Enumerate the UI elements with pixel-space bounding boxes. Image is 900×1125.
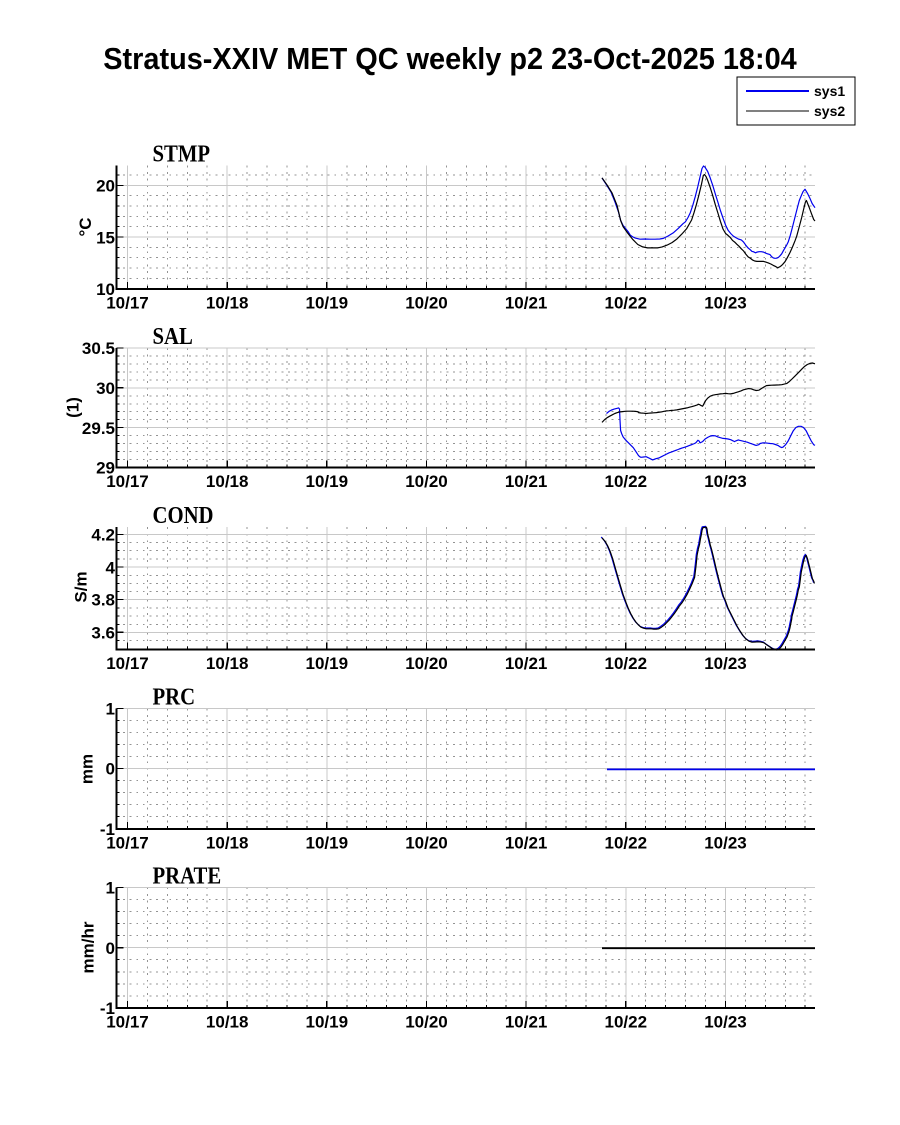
svg-text:4: 4 bbox=[106, 558, 116, 577]
svg-text:10/21: 10/21 bbox=[505, 833, 548, 852]
svg-text:10/17: 10/17 bbox=[106, 833, 149, 852]
svg-text:29: 29 bbox=[96, 459, 115, 478]
svg-text:4.2: 4.2 bbox=[91, 526, 115, 545]
svg-text:10/18: 10/18 bbox=[206, 1013, 249, 1032]
svg-text:10: 10 bbox=[96, 280, 115, 299]
svg-text:10/17: 10/17 bbox=[106, 1013, 149, 1032]
svg-text:10/21: 10/21 bbox=[505, 294, 548, 313]
svg-text:10/23: 10/23 bbox=[704, 294, 747, 313]
svg-text:10/22: 10/22 bbox=[605, 833, 648, 852]
svg-text:10/22: 10/22 bbox=[605, 294, 648, 313]
svg-text:mm: mm bbox=[78, 754, 97, 784]
svg-text:°C: °C bbox=[76, 217, 95, 236]
svg-text:10/21: 10/21 bbox=[505, 472, 548, 491]
svg-text:S/m: S/m bbox=[72, 571, 91, 602]
svg-text:10/23: 10/23 bbox=[704, 472, 747, 491]
svg-text:10/22: 10/22 bbox=[605, 1013, 648, 1032]
svg-text:10/18: 10/18 bbox=[206, 654, 249, 673]
svg-text:3.8: 3.8 bbox=[91, 591, 115, 610]
svg-text:10/19: 10/19 bbox=[306, 294, 349, 313]
svg-text:30.5: 30.5 bbox=[82, 339, 115, 358]
svg-text:PRATE: PRATE bbox=[153, 862, 222, 889]
svg-text:10/19: 10/19 bbox=[306, 1013, 349, 1032]
svg-text:1: 1 bbox=[106, 879, 115, 898]
svg-text:10/17: 10/17 bbox=[106, 294, 149, 313]
svg-text:PRC: PRC bbox=[153, 683, 196, 710]
svg-text:10/21: 10/21 bbox=[505, 654, 548, 673]
svg-text:3.6: 3.6 bbox=[91, 624, 115, 643]
svg-text:10/23: 10/23 bbox=[704, 654, 747, 673]
svg-text:STMP: STMP bbox=[153, 140, 211, 167]
svg-text:10/23: 10/23 bbox=[704, 1013, 747, 1032]
svg-text:10/17: 10/17 bbox=[106, 654, 149, 673]
svg-text:10/23: 10/23 bbox=[704, 833, 747, 852]
svg-text:10/20: 10/20 bbox=[405, 1013, 448, 1032]
svg-text:mm/hr: mm/hr bbox=[79, 921, 98, 973]
svg-text:-1: -1 bbox=[100, 820, 115, 839]
svg-text:29.5: 29.5 bbox=[82, 419, 115, 438]
svg-text:0: 0 bbox=[106, 939, 115, 958]
svg-text:10/20: 10/20 bbox=[405, 833, 448, 852]
svg-text:30: 30 bbox=[96, 379, 115, 398]
svg-text:10/17: 10/17 bbox=[106, 472, 149, 491]
svg-text:10/19: 10/19 bbox=[306, 833, 349, 852]
svg-text:sys2: sys2 bbox=[814, 103, 845, 119]
svg-text:10/22: 10/22 bbox=[605, 472, 648, 491]
svg-text:10/20: 10/20 bbox=[405, 472, 448, 491]
svg-text:-1: -1 bbox=[100, 999, 115, 1018]
svg-text:SAL: SAL bbox=[153, 323, 193, 350]
svg-text:20: 20 bbox=[96, 177, 115, 196]
svg-text:10/19: 10/19 bbox=[306, 654, 349, 673]
svg-text:COND: COND bbox=[153, 502, 214, 529]
svg-text:10/22: 10/22 bbox=[605, 654, 648, 673]
svg-text:10/18: 10/18 bbox=[206, 294, 249, 313]
svg-text:(1): (1) bbox=[64, 397, 83, 418]
svg-text:10/20: 10/20 bbox=[405, 294, 448, 313]
svg-text:10/20: 10/20 bbox=[405, 654, 448, 673]
svg-text:Stratus-XXIV MET QC weekly p2: Stratus-XXIV MET QC weekly p2 23-Oct-202… bbox=[103, 42, 797, 76]
svg-text:0: 0 bbox=[106, 760, 115, 779]
svg-text:15: 15 bbox=[96, 228, 115, 247]
svg-text:sys1: sys1 bbox=[814, 83, 845, 99]
svg-text:10/21: 10/21 bbox=[505, 1013, 548, 1032]
svg-text:10/18: 10/18 bbox=[206, 833, 249, 852]
svg-text:10/18: 10/18 bbox=[206, 472, 249, 491]
svg-text:10/19: 10/19 bbox=[306, 472, 349, 491]
svg-text:1: 1 bbox=[106, 700, 115, 719]
